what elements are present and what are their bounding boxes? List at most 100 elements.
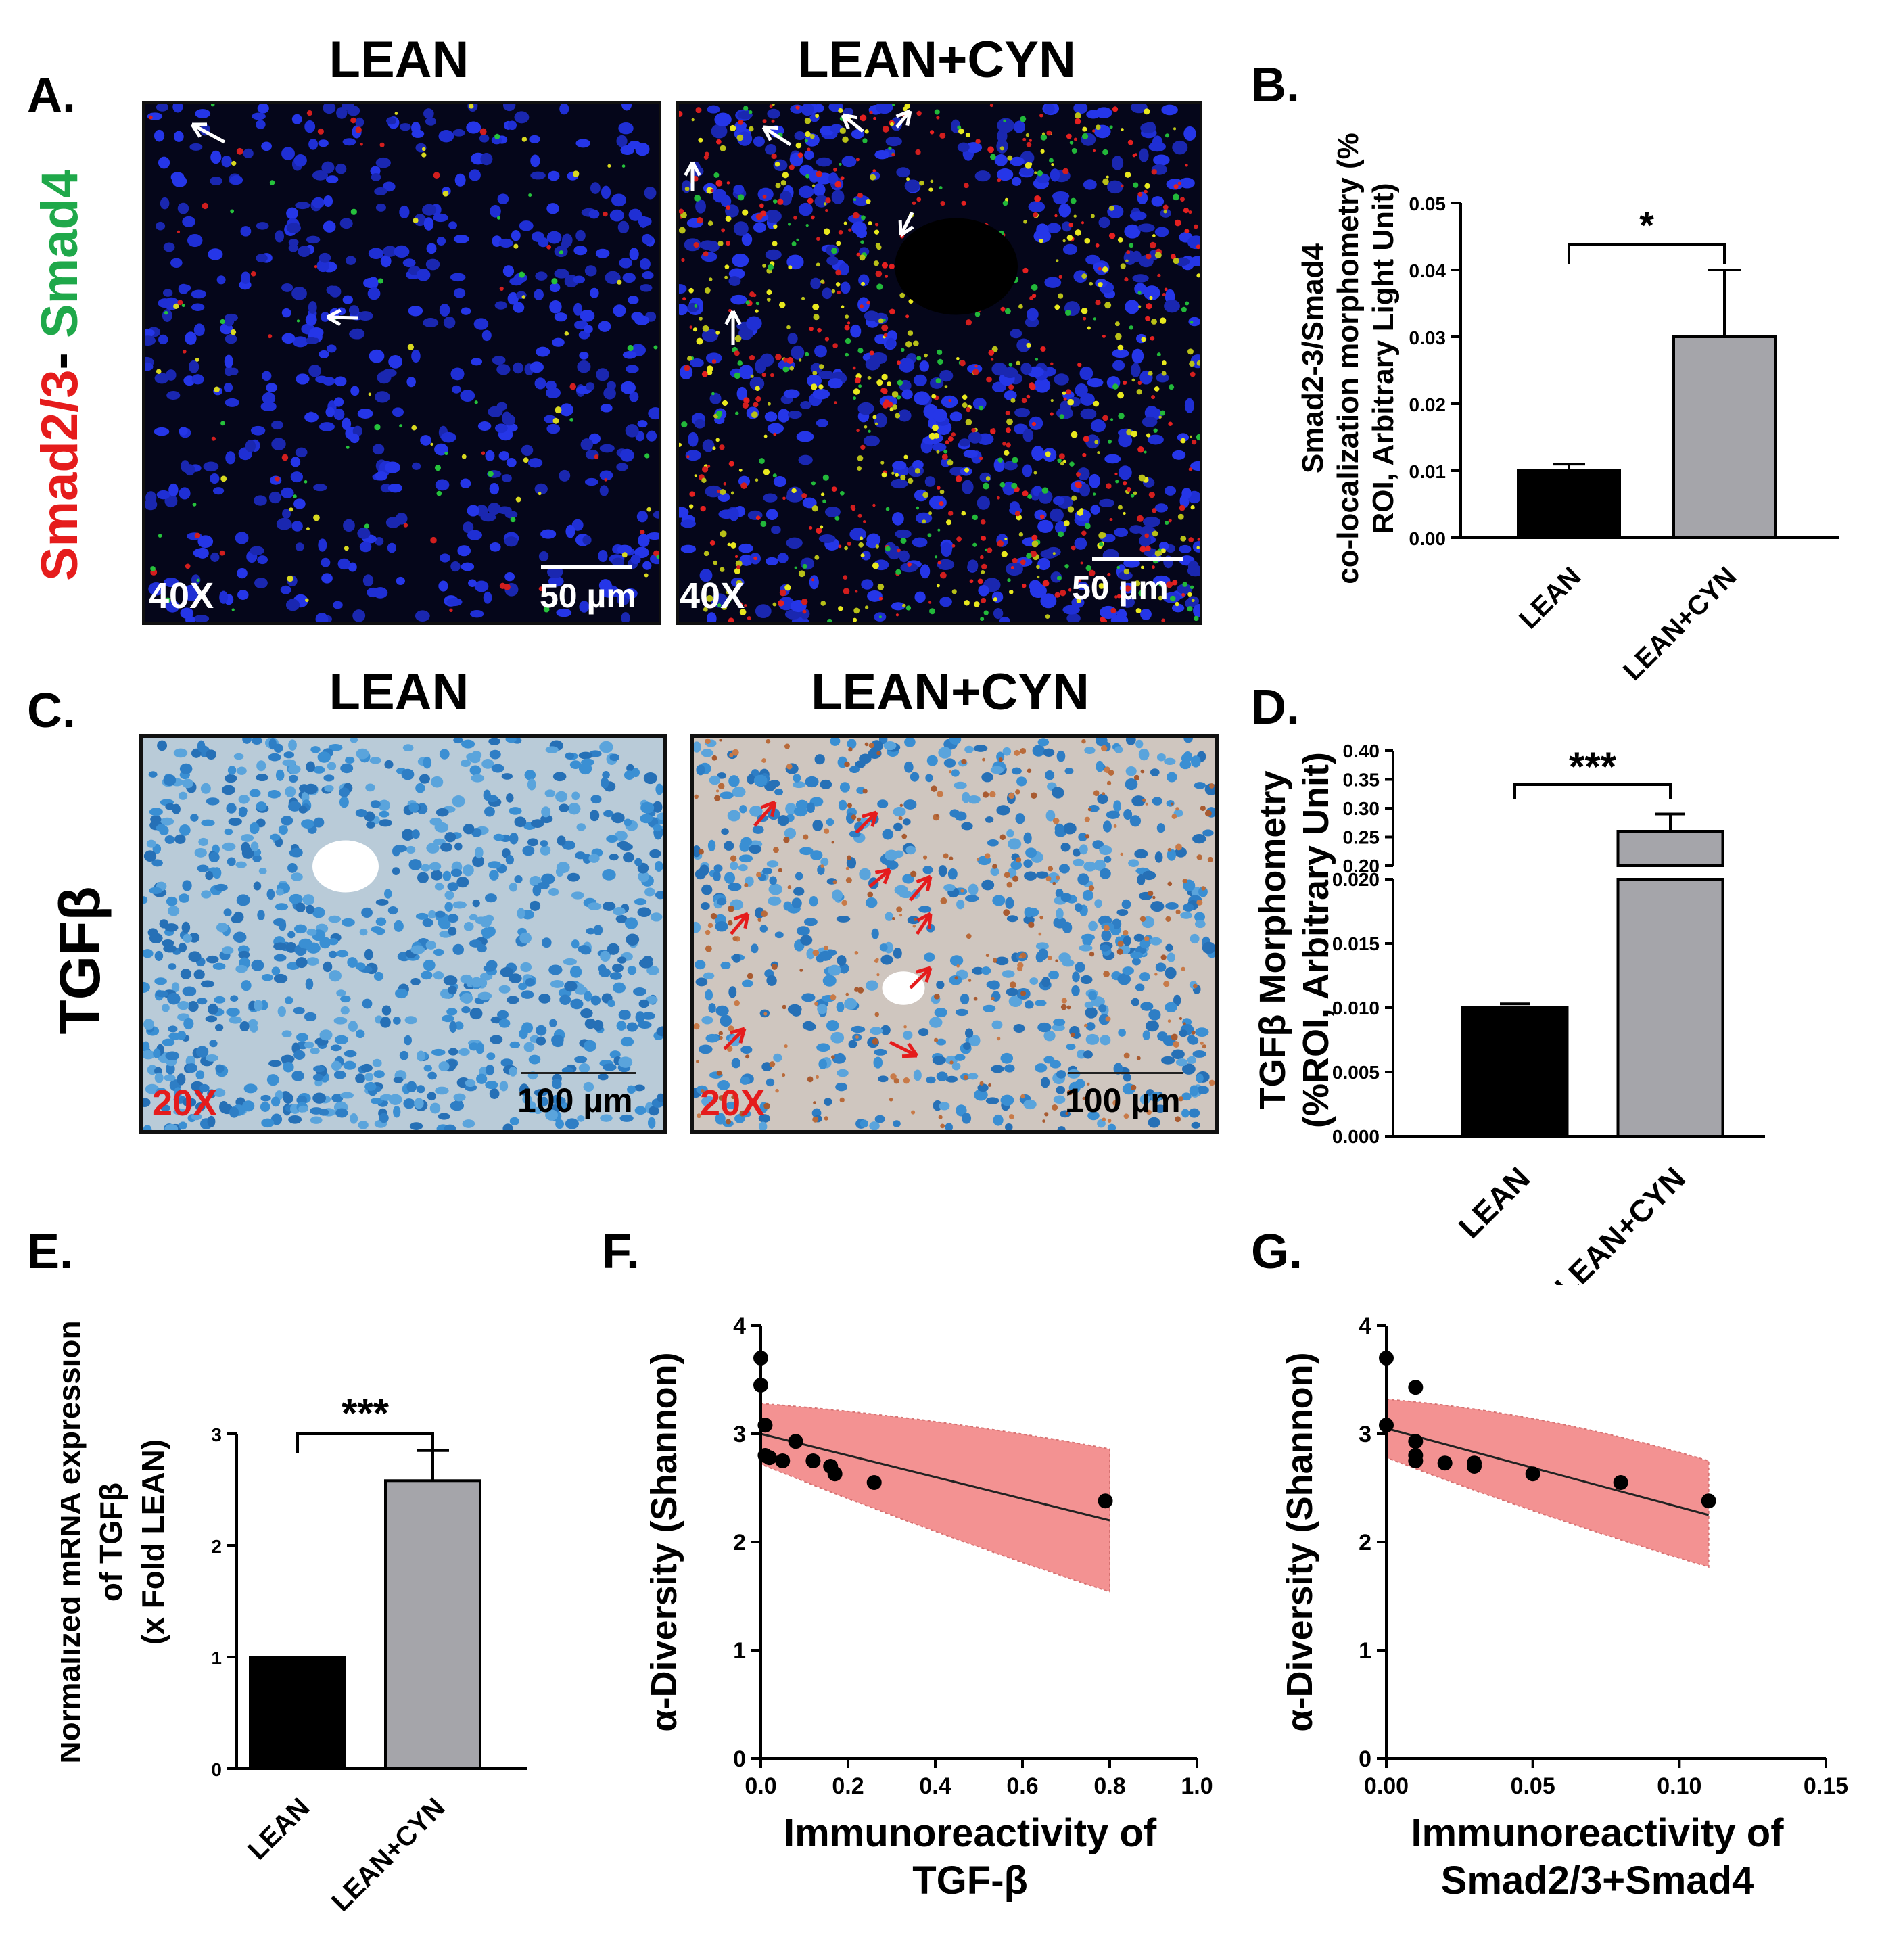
nucleus — [238, 795, 250, 804]
nucleus — [1187, 1036, 1199, 1045]
nucleus — [507, 292, 519, 305]
stain-dot — [1138, 305, 1142, 308]
nucleus — [609, 753, 620, 762]
stain-dot — [745, 1054, 750, 1059]
stain-dot — [156, 369, 162, 374]
y-tick-label: 0.015 — [1332, 933, 1380, 954]
nucleus — [902, 818, 911, 826]
x-tick-label: 0.10 — [1657, 1773, 1701, 1799]
stain-dot — [1095, 124, 1101, 130]
nucleus — [549, 300, 562, 314]
nucleus — [891, 478, 908, 489]
arrowhead — [684, 161, 695, 177]
stain-dot — [1207, 856, 1213, 862]
stain-dot — [474, 400, 478, 404]
stain-dot — [710, 912, 717, 920]
nucleus — [304, 412, 319, 423]
stain-dot — [1056, 259, 1059, 262]
nucleus — [688, 431, 699, 447]
nucleus — [1062, 958, 1075, 967]
stain-dot — [1107, 439, 1112, 444]
nucleus — [1191, 1121, 1200, 1129]
nucleus — [771, 526, 781, 534]
nucleus — [493, 833, 504, 841]
stain-dot — [734, 567, 740, 574]
stain-dot — [1177, 181, 1181, 185]
nucleus — [559, 803, 569, 813]
nucleus — [701, 329, 719, 342]
panel-a-stain-label: Smad2/3- Smad4 — [30, 105, 91, 646]
nucleus — [867, 590, 883, 602]
nucleus — [964, 1028, 974, 1038]
stain-dot — [1023, 220, 1027, 224]
stain-dot — [399, 424, 403, 428]
nucleus — [1002, 970, 1015, 978]
stain-dot — [755, 309, 759, 313]
nucleus — [319, 1109, 329, 1116]
nucleus — [955, 1008, 968, 1017]
stain-dot — [1067, 398, 1074, 406]
stain-dot — [801, 598, 808, 605]
nucleus — [323, 961, 333, 973]
nucleus — [332, 601, 343, 609]
nucleus — [963, 449, 979, 459]
stain-dot — [885, 507, 890, 511]
nucleus — [257, 910, 265, 920]
stain-dot — [836, 241, 841, 246]
stain-dot — [521, 137, 527, 142]
nucleus — [306, 904, 314, 914]
nucleus — [446, 598, 463, 607]
nucleus — [179, 824, 191, 836]
stain-dot — [979, 1081, 984, 1086]
stain-dot — [771, 963, 778, 970]
stain-dot — [689, 325, 693, 329]
stain-dot — [1165, 520, 1169, 526]
nucleus — [616, 1021, 627, 1031]
nucleus — [653, 511, 659, 519]
confidence-band — [760, 1403, 1110, 1593]
nucleus — [157, 740, 168, 751]
panel-label-a: A. — [27, 68, 76, 122]
nucleus — [679, 304, 688, 316]
stain-dot — [840, 176, 845, 181]
stain-dot — [1148, 371, 1153, 376]
nucleus — [609, 209, 624, 222]
stain-dot — [694, 304, 698, 308]
stain-dot — [374, 424, 381, 431]
nucleus — [222, 842, 236, 851]
nucleus — [1139, 939, 1150, 949]
nucleus — [514, 111, 530, 124]
nucleus — [1156, 373, 1169, 383]
nucleus — [497, 193, 509, 205]
nucleus — [700, 902, 710, 910]
nucleus — [755, 604, 772, 619]
nucleus — [295, 202, 310, 210]
panel-label-b: B. — [1251, 58, 1300, 112]
stain-dot — [843, 575, 848, 580]
y-tick-label: 4 — [733, 1313, 746, 1339]
stain-dot — [181, 304, 185, 308]
stain-dot — [692, 327, 698, 332]
stain-dot — [1107, 572, 1111, 577]
stain-dot — [287, 575, 293, 582]
nucleus — [1165, 902, 1179, 910]
nucleus — [336, 989, 346, 997]
arrowhead — [841, 114, 850, 130]
nucleus — [874, 413, 887, 428]
nucleus — [695, 868, 706, 880]
stain-dot — [963, 183, 969, 189]
nucleus — [967, 559, 979, 572]
stain-dot — [939, 186, 943, 190]
stain-dot — [1145, 315, 1151, 321]
stain-dot — [824, 337, 830, 342]
nucleus — [498, 1019, 511, 1028]
nucleus — [153, 1048, 161, 1058]
nucleus — [717, 897, 727, 906]
nucleus — [1071, 985, 1080, 996]
nucleus — [518, 983, 527, 991]
nucleus — [992, 895, 1006, 906]
stain-dot — [860, 240, 864, 244]
stain-dot — [873, 260, 879, 266]
stain-dot — [1183, 1022, 1186, 1025]
stain-dot — [716, 1070, 722, 1076]
